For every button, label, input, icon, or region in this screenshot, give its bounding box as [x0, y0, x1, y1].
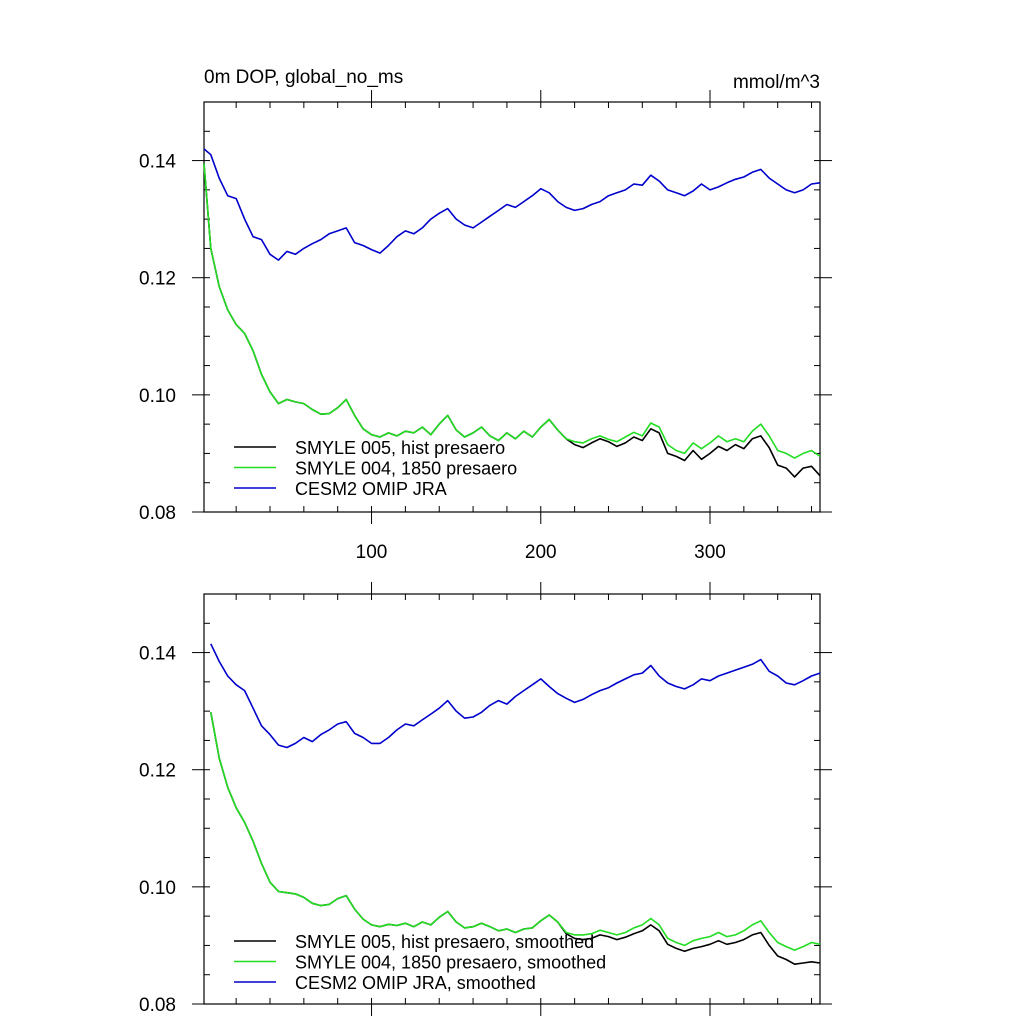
- series-line-1: [203, 163, 821, 459]
- series-line-2: [203, 148, 821, 261]
- y-tick-label: 0.12: [139, 269, 176, 290]
- bottom-panel-legend: SMYLE 005, hist presaero, smoothedSMYLE …: [234, 932, 606, 993]
- bottom-panel: 0.08 0.10 0.12 0.14 SMYLE 005, hist presaer…: [139, 582, 832, 1016]
- y-tick-label: 0.08: [139, 995, 176, 1016]
- y-tick-label: 0.10: [139, 386, 176, 407]
- y-tick-label: 0.12: [139, 761, 176, 782]
- series-line-1: [210, 712, 821, 951]
- legend-label-0: SMYLE 005, hist presaero: [295, 438, 505, 458]
- top-panel-series: [203, 148, 821, 478]
- top-panel-units: mmol/m^3: [733, 72, 820, 93]
- series-line-2: [210, 643, 821, 749]
- legend-label-2: CESM2 OMIP JRA: [295, 479, 447, 499]
- legend-label-2: CESM2 OMIP JRA, smoothed: [295, 973, 536, 993]
- legend-label-1: SMYLE 004, 1850 presaero, smoothed: [295, 953, 606, 973]
- y-tick-label: 0.14: [139, 152, 176, 173]
- legend-label-0: SMYLE 005, hist presaero, smoothed: [295, 932, 594, 952]
- x-tick-label: 200: [525, 542, 557, 563]
- y-tick-label: 0.10: [139, 878, 176, 899]
- x-tick-label: 100: [356, 542, 388, 563]
- top-panel: 0m DOP, global_no_ms mmol/m^3 0.080.100.…: [139, 67, 832, 563]
- y-tick-label: 0.08: [139, 503, 176, 524]
- bottom-panel-axes: 0.08 0.10 0.12 0.14: [139, 582, 832, 1016]
- top-panel-title: 0m DOP, global_no_ms: [204, 67, 403, 88]
- y-tick-label: 0.14: [139, 644, 176, 665]
- legend-label-1: SMYLE 004, 1850 presaero: [295, 459, 517, 479]
- x-tick-label: 300: [694, 542, 726, 563]
- bottom-panel-series: [210, 643, 821, 965]
- top-panel-axes: 0.08 0.10 0.12 0.14 100 200 300: [139, 90, 832, 563]
